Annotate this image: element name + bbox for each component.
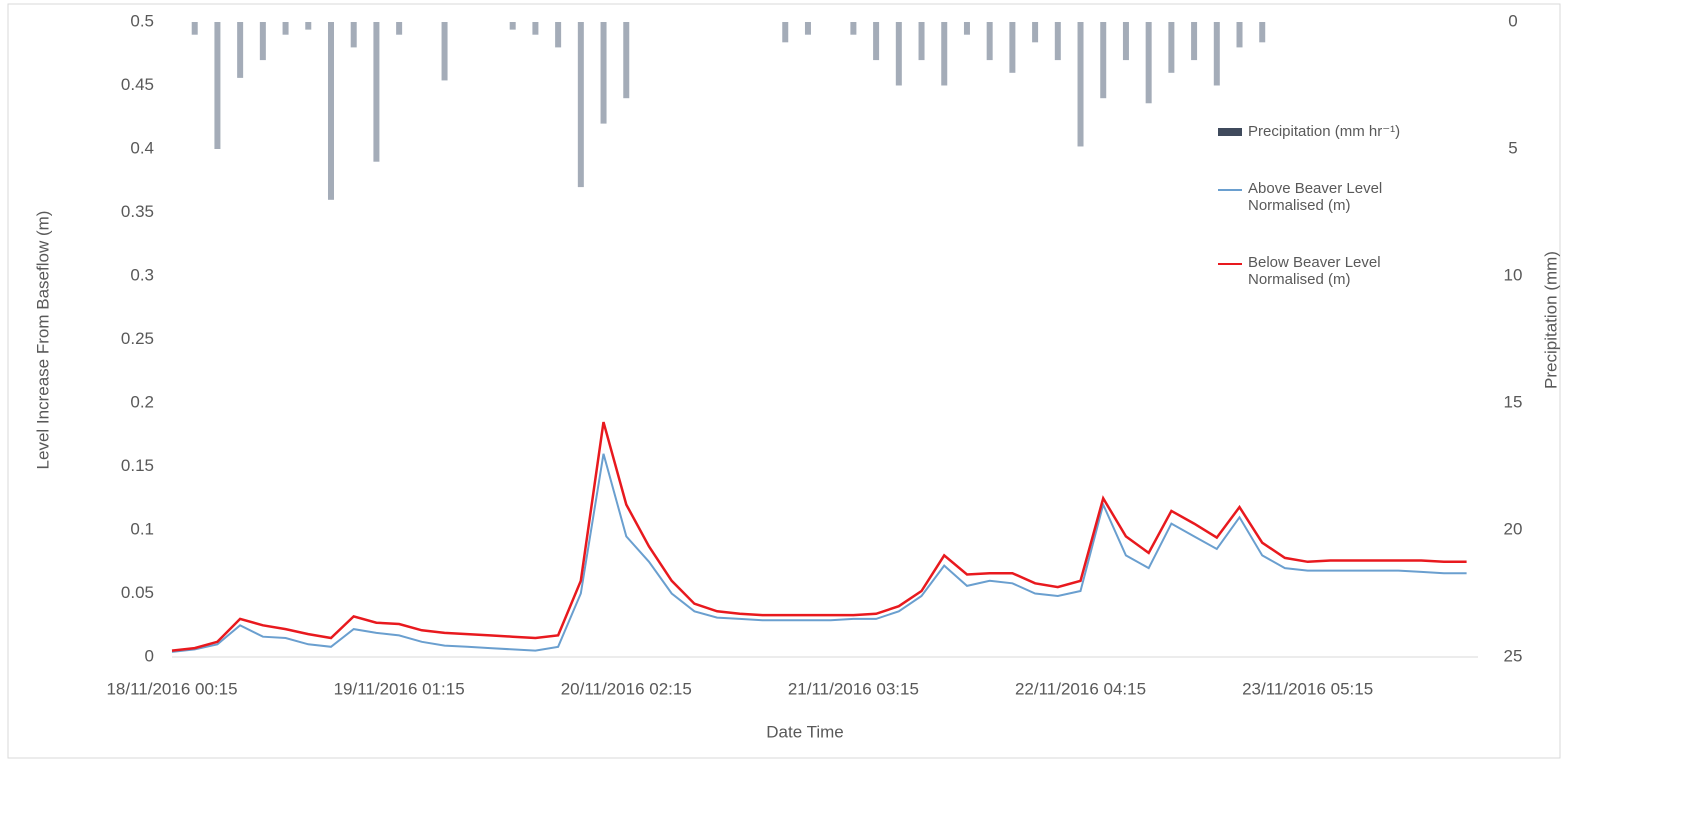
precip-bar — [804, 22, 811, 35]
y-tick-label: 0.35 — [121, 202, 154, 221]
level-line — [171, 453, 1467, 653]
x-tick-label: 22/11/2016 04:15 — [1015, 679, 1146, 698]
precip-bar — [1191, 22, 1198, 61]
precip-bar — [986, 22, 993, 61]
legend-label: Precipitation (mm hr⁻¹) — [1248, 123, 1401, 140]
y-tick-label: 0.45 — [121, 75, 154, 94]
y-tick-label: 0.2 — [130, 392, 154, 411]
legend-swatch — [1218, 189, 1242, 191]
precip-bar — [1054, 22, 1061, 61]
y2-tick-label: 25 — [1504, 646, 1523, 665]
y-tick-label: 0.25 — [121, 329, 154, 348]
precip-bar — [1259, 22, 1266, 43]
precip-bar — [327, 22, 334, 200]
y-tick-label: 0.1 — [130, 519, 154, 538]
y2-tick-label: 0 — [1508, 11, 1517, 30]
y2-tick-label: 15 — [1504, 392, 1523, 411]
legend-label: Above Beaver Level Normalised (m) — [1248, 180, 1383, 214]
y2-axis-title: Precipitation (mm) — [1541, 251, 1560, 389]
legend-swatch — [1218, 263, 1242, 265]
precip-bar — [941, 22, 948, 86]
precip-bar — [873, 22, 880, 61]
legend-entry: Below Beaver Level Normalised (m) — [1218, 254, 1448, 288]
precip-bar — [1100, 22, 1107, 99]
precip-bar — [532, 22, 539, 35]
legend: Precipitation (mm hr⁻¹) Above Beaver Leve… — [1218, 122, 1448, 328]
x-tick-label: 19/11/2016 01:15 — [334, 679, 465, 698]
precip-bar — [282, 22, 289, 35]
x-tick-label: 20/11/2016 02:15 — [561, 679, 692, 698]
precip-bar — [214, 22, 221, 149]
precip-bar — [577, 22, 584, 188]
precip-bar — [600, 22, 607, 124]
y-tick-label: 0.3 — [130, 265, 154, 284]
y2-tick-label: 20 — [1504, 519, 1523, 538]
precip-bar — [259, 22, 266, 61]
legend-swatch — [1218, 128, 1242, 136]
x-tick-label: 23/11/2016 05:15 — [1242, 679, 1373, 698]
precip-bar — [305, 22, 312, 30]
x-tick-label: 21/11/2016 03:15 — [788, 679, 919, 698]
y-tick-label: 0.15 — [121, 456, 154, 475]
precip-bar — [850, 22, 857, 35]
y-tick-label: 0.5 — [130, 11, 154, 30]
precip-bar — [237, 22, 244, 78]
y-axis-title: Level Increase From Baseflow (m) — [33, 211, 52, 470]
precip-bar — [963, 22, 970, 35]
precip-bar — [895, 22, 902, 86]
precip-bar — [1236, 22, 1243, 48]
precip-bar — [191, 22, 198, 35]
y2-tick-label: 10 — [1504, 265, 1523, 284]
precip-bar — [1145, 22, 1152, 104]
y2-tick-label: 5 — [1508, 138, 1517, 157]
legend-entry: Above Beaver Level Normalised (m) — [1218, 180, 1448, 214]
precip-bar — [509, 22, 516, 30]
precip-bar — [441, 22, 448, 81]
y-tick-label: 0.4 — [130, 138, 154, 157]
chart-frame — [7, 3, 1561, 759]
precip-bar — [1009, 22, 1016, 73]
precip-bar — [623, 22, 630, 99]
precip-bar — [350, 22, 357, 48]
legend-label: Below Beaver Level Normalised (m) — [1248, 254, 1381, 288]
level-line — [171, 421, 1467, 652]
precip-bar — [1213, 22, 1220, 86]
precip-bar — [373, 22, 380, 162]
y-tick-label: 0 — [145, 646, 154, 665]
precip-bar — [1168, 22, 1175, 73]
y-tick-label: 0.05 — [121, 583, 154, 602]
precip-bar — [1077, 22, 1084, 147]
legend-entry: Precipitation (mm hr⁻¹) — [1218, 122, 1448, 140]
precip-bar — [918, 22, 925, 61]
x-tick-label: 18/11/2016 00:15 — [106, 679, 237, 698]
precip-bar — [396, 22, 403, 35]
precip-bar — [555, 22, 562, 48]
precip-bar — [1122, 22, 1129, 61]
precip-bar — [1032, 22, 1039, 43]
precip-bar — [782, 22, 789, 43]
x-axis-title: Date Time — [766, 722, 843, 741]
